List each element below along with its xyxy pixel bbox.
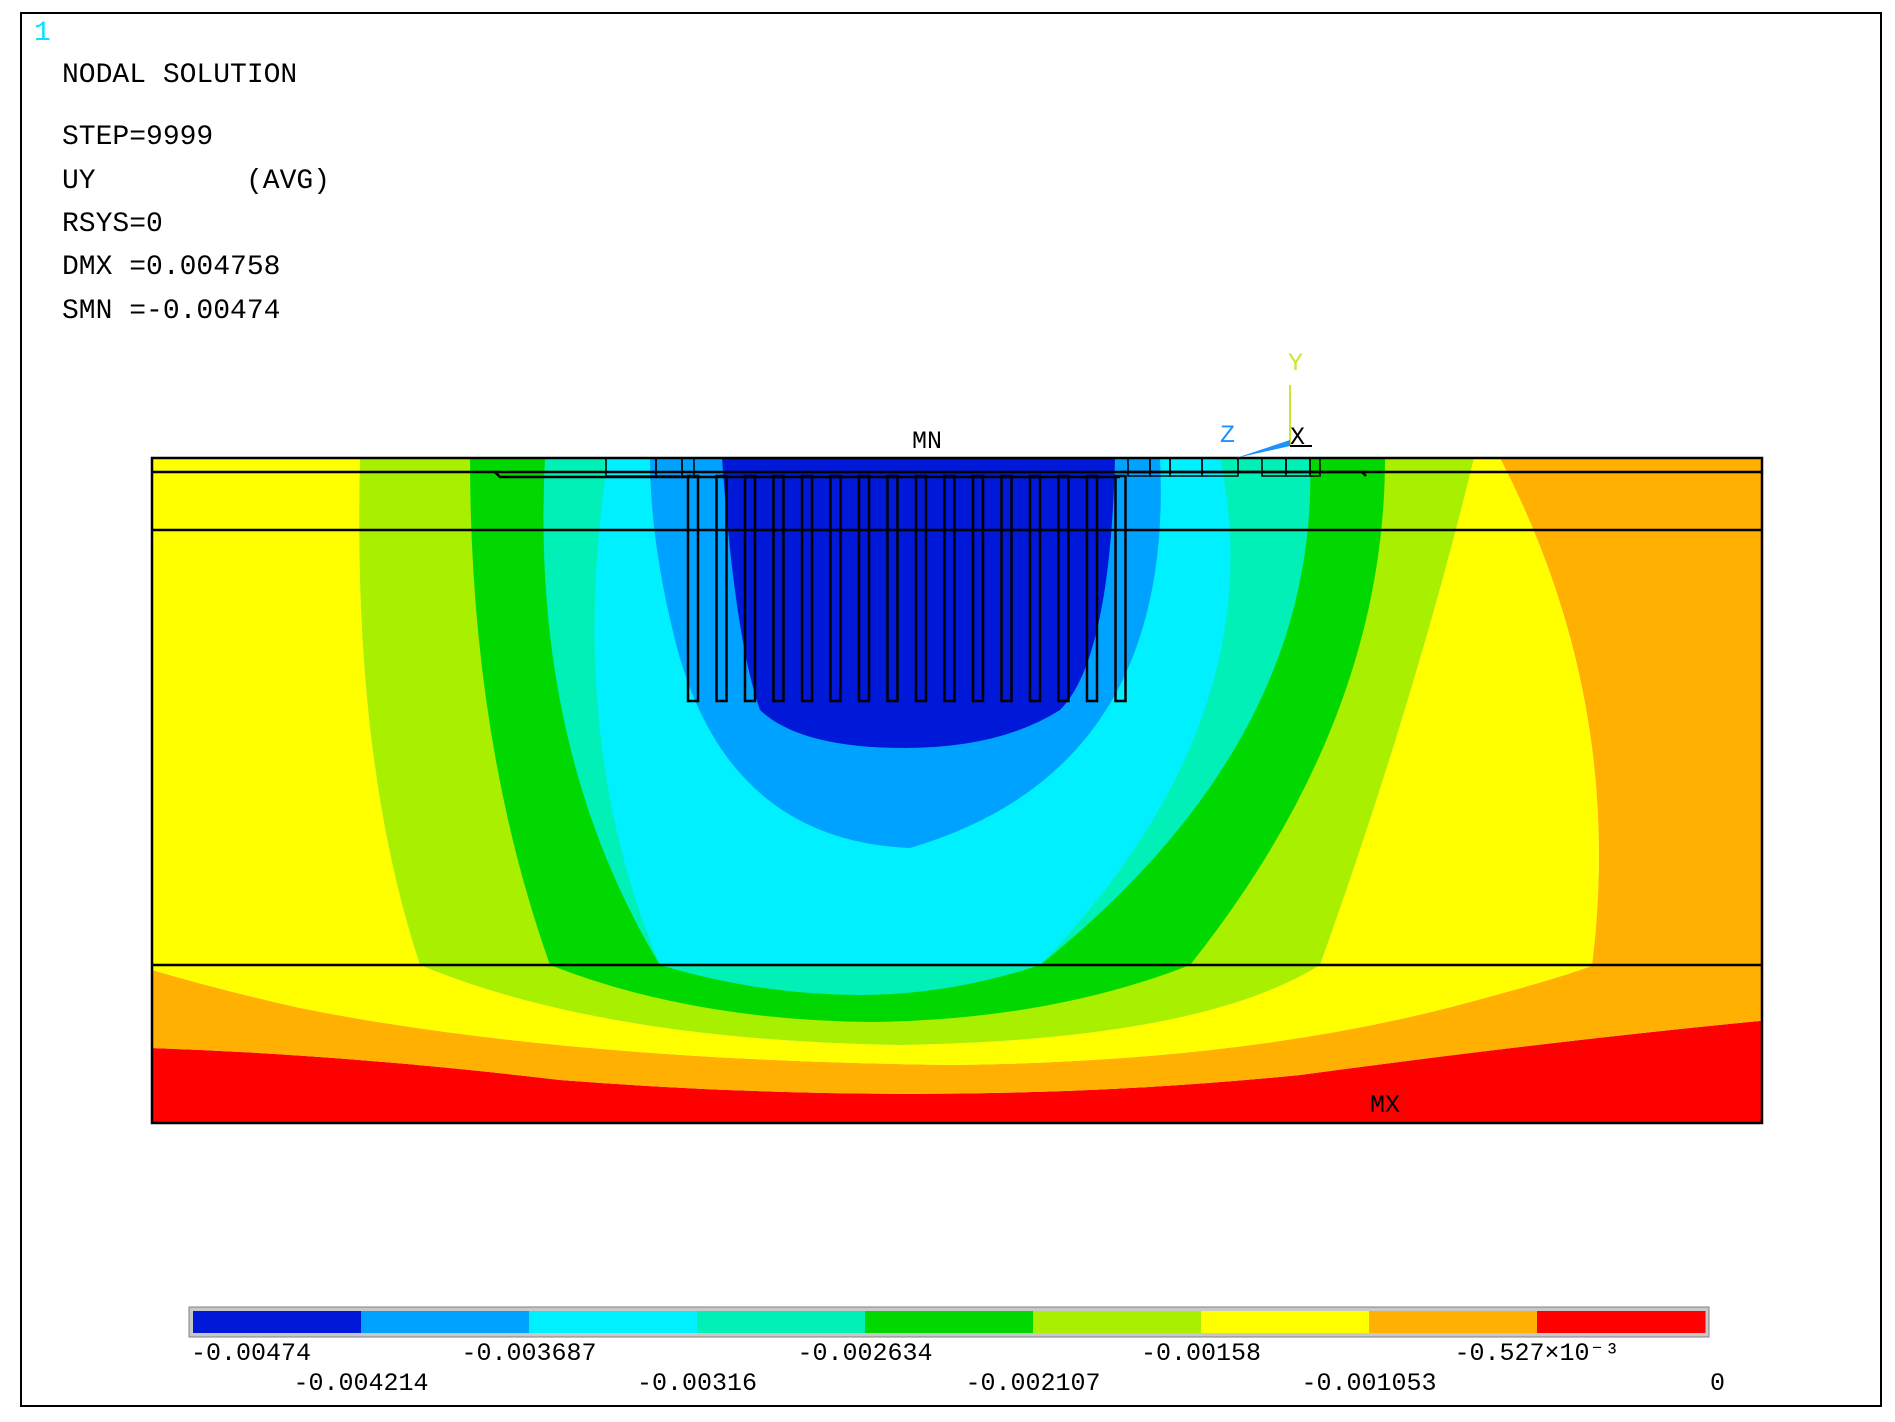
legend-label-top: -0.527×10⁻³ bbox=[1454, 1339, 1619, 1368]
legend-label-top: -0.00474 bbox=[191, 1339, 311, 1368]
triad-y-label: Y bbox=[1288, 349, 1303, 378]
cap-box bbox=[681, 457, 695, 477]
model-boundary bbox=[150, 456, 1764, 1125]
max-marker: MX bbox=[1370, 1091, 1400, 1120]
band-blue bbox=[722, 458, 1115, 748]
smn-label: SMN =-0.00474 bbox=[62, 296, 281, 327]
pile bbox=[715, 474, 728, 703]
pile bbox=[743, 474, 757, 703]
legend-swatch bbox=[1369, 1311, 1538, 1333]
quantity-label: UY bbox=[62, 166, 96, 197]
pile bbox=[1057, 474, 1070, 703]
pile bbox=[800, 474, 814, 703]
pile bbox=[943, 474, 956, 703]
legend-label-bottom: 0 bbox=[1710, 1369, 1725, 1398]
rsys-label: RSYS=0 bbox=[62, 209, 163, 240]
band-yellow-lower bbox=[152, 965, 1594, 1065]
cap-box bbox=[1309, 457, 1321, 477]
cushion-line bbox=[494, 471, 1120, 479]
pile bbox=[857, 474, 871, 703]
min-marker: MN bbox=[912, 427, 942, 456]
legend-label-top: -0.003687 bbox=[461, 1339, 596, 1368]
legend-swatch bbox=[697, 1311, 866, 1333]
legend-swatch bbox=[1537, 1311, 1706, 1333]
coordinate-triad: Y Z X bbox=[1220, 349, 1312, 458]
cap-box bbox=[1201, 457, 1239, 477]
pile bbox=[971, 474, 985, 703]
legend-label-bottom: -0.00316 bbox=[637, 1369, 757, 1398]
legend-swatch bbox=[1201, 1311, 1370, 1333]
legend-label-top: -0.00158 bbox=[1141, 1339, 1261, 1368]
pile-group bbox=[686, 474, 1127, 703]
band-yellow-upper bbox=[152, 458, 420, 965]
pile bbox=[829, 474, 842, 703]
cushion-line-right bbox=[1120, 470, 1367, 477]
legend-swatch bbox=[361, 1311, 530, 1333]
band-orange-lower bbox=[152, 965, 1762, 1094]
legend-label-top: -0.002634 bbox=[797, 1339, 932, 1368]
avg-label: (AVG) bbox=[246, 166, 331, 197]
plot-frame bbox=[20, 12, 1882, 1407]
pile bbox=[1114, 474, 1127, 703]
triad-z-axis bbox=[1236, 440, 1290, 458]
band-yellow-upper-right bbox=[1320, 458, 1599, 965]
contour-bands bbox=[152, 458, 1762, 1123]
pile bbox=[1085, 474, 1099, 703]
band-orange-upper bbox=[1500, 458, 1762, 965]
triad-z-label: Z bbox=[1220, 421, 1235, 450]
pile bbox=[772, 474, 785, 703]
pile bbox=[1000, 474, 1013, 703]
triad-x-label: X bbox=[1290, 423, 1305, 452]
legend-swatch bbox=[529, 1311, 698, 1333]
plot-title: NODAL SOLUTION bbox=[62, 60, 298, 91]
legend-swatch bbox=[865, 1311, 1034, 1333]
legend-label-bottom: -0.002107 bbox=[965, 1369, 1100, 1398]
pile-caps bbox=[605, 457, 1321, 477]
band-red-lower bbox=[152, 1020, 1762, 1123]
pile bbox=[1028, 474, 1042, 703]
legend-label-bottom: -0.001053 bbox=[1301, 1369, 1436, 1398]
legend-swatch bbox=[193, 1311, 362, 1333]
step-label: STEP=9999 bbox=[62, 122, 214, 153]
pile bbox=[886, 474, 899, 703]
pile bbox=[914, 474, 928, 703]
model-outline bbox=[150, 456, 1764, 1125]
legend-swatch bbox=[1033, 1311, 1202, 1333]
dmx-label: DMX =0.004758 bbox=[62, 252, 281, 283]
color-legend: -0.00474 -0.003687 -0.002634 -0.00158 -0.527… bbox=[188, 1306, 1725, 1398]
window-number: 1 bbox=[34, 18, 51, 49]
legend-label-bottom: -0.004214 bbox=[293, 1369, 428, 1398]
band-aquagreen-lower bbox=[660, 965, 1040, 995]
